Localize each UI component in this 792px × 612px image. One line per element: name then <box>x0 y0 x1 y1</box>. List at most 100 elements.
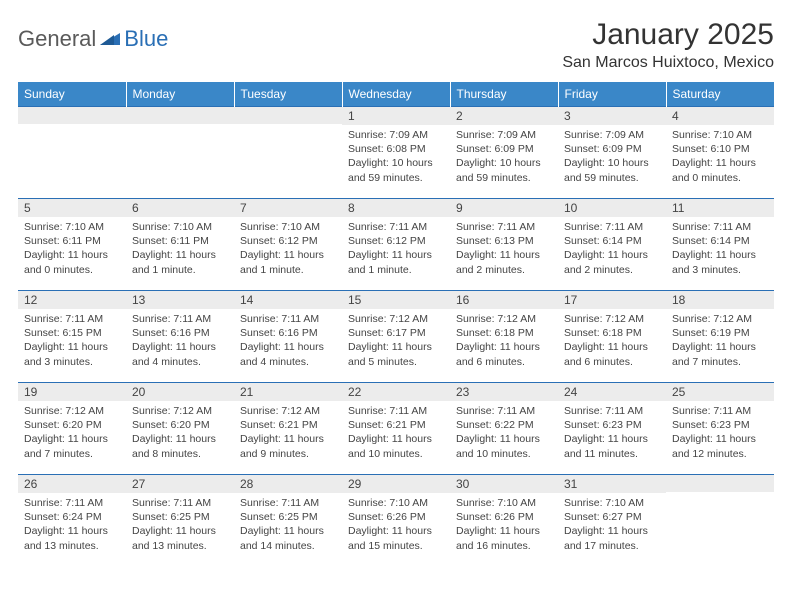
day-detail-line: Sunset: 6:18 PM <box>564 326 660 340</box>
day-detail-line: Sunrise: 7:10 AM <box>132 220 228 234</box>
day-detail-line: Daylight: 11 hours and 4 minutes. <box>240 340 336 368</box>
calendar-day-cell: 8Sunrise: 7:11 AMSunset: 6:12 PMDaylight… <box>342 199 450 291</box>
calendar-day-cell: 21Sunrise: 7:12 AMSunset: 6:21 PMDayligh… <box>234 383 342 475</box>
day-detail-line: Sunrise: 7:11 AM <box>348 404 444 418</box>
day-detail-line: Sunrise: 7:10 AM <box>240 220 336 234</box>
day-number <box>18 107 126 124</box>
day-detail-line: Sunrise: 7:11 AM <box>456 404 552 418</box>
day-detail <box>666 492 774 497</box>
day-detail-line: Daylight: 11 hours and 7 minutes. <box>24 432 120 460</box>
day-detail-line: Sunset: 6:11 PM <box>24 234 120 248</box>
day-detail-line: Sunrise: 7:11 AM <box>132 312 228 326</box>
month-title: January 2025 <box>562 18 774 52</box>
day-number: 11 <box>666 199 774 217</box>
day-detail-line: Sunset: 6:14 PM <box>672 234 768 248</box>
day-detail-line: Daylight: 11 hours and 10 minutes. <box>456 432 552 460</box>
day-detail-line: Daylight: 11 hours and 0 minutes. <box>24 248 120 276</box>
day-detail-line: Sunrise: 7:10 AM <box>672 128 768 142</box>
day-detail-line: Sunrise: 7:11 AM <box>456 220 552 234</box>
day-number: 5 <box>18 199 126 217</box>
day-detail: Sunrise: 7:10 AMSunset: 6:11 PMDaylight:… <box>126 217 234 279</box>
calendar-day-cell: 6Sunrise: 7:10 AMSunset: 6:11 PMDaylight… <box>126 199 234 291</box>
title-block: January 2025 San Marcos Huixtoco, Mexico <box>562 18 774 72</box>
day-detail-line: Sunrise: 7:10 AM <box>348 496 444 510</box>
weekday-header: Thursday <box>450 82 558 107</box>
day-number <box>126 107 234 124</box>
logo-triangle-icon <box>100 29 120 50</box>
day-detail-line: Daylight: 11 hours and 17 minutes. <box>564 524 660 552</box>
day-detail-line: Daylight: 10 hours and 59 minutes. <box>348 156 444 184</box>
day-number: 29 <box>342 475 450 493</box>
calendar-day-cell: 1Sunrise: 7:09 AMSunset: 6:08 PMDaylight… <box>342 107 450 199</box>
day-detail-line: Sunset: 6:23 PM <box>672 418 768 432</box>
day-detail-line: Sunrise: 7:11 AM <box>672 404 768 418</box>
weekday-header: Sunday <box>18 82 126 107</box>
day-detail: Sunrise: 7:11 AMSunset: 6:13 PMDaylight:… <box>450 217 558 279</box>
weekday-header: Wednesday <box>342 82 450 107</box>
day-detail-line: Daylight: 11 hours and 5 minutes. <box>348 340 444 368</box>
day-detail-line: Daylight: 11 hours and 3 minutes. <box>672 248 768 276</box>
day-number: 30 <box>450 475 558 493</box>
weekday-header: Tuesday <box>234 82 342 107</box>
day-detail: Sunrise: 7:11 AMSunset: 6:23 PMDaylight:… <box>666 401 774 463</box>
day-number: 6 <box>126 199 234 217</box>
day-detail-line: Sunrise: 7:11 AM <box>564 220 660 234</box>
day-detail-line: Daylight: 11 hours and 8 minutes. <box>132 432 228 460</box>
day-detail-line: Sunrise: 7:10 AM <box>564 496 660 510</box>
calendar-day-cell: 25Sunrise: 7:11 AMSunset: 6:23 PMDayligh… <box>666 383 774 475</box>
day-number: 21 <box>234 383 342 401</box>
day-number: 28 <box>234 475 342 493</box>
day-detail: Sunrise: 7:11 AMSunset: 6:23 PMDaylight:… <box>558 401 666 463</box>
day-detail: Sunrise: 7:12 AMSunset: 6:20 PMDaylight:… <box>18 401 126 463</box>
day-detail-line: Sunset: 6:09 PM <box>456 142 552 156</box>
calendar-day-cell: 24Sunrise: 7:11 AMSunset: 6:23 PMDayligh… <box>558 383 666 475</box>
calendar-day-cell: 9Sunrise: 7:11 AMSunset: 6:13 PMDaylight… <box>450 199 558 291</box>
day-detail-line: Sunrise: 7:12 AM <box>240 404 336 418</box>
day-detail-line: Sunrise: 7:12 AM <box>456 312 552 326</box>
day-detail-line: Sunrise: 7:09 AM <box>348 128 444 142</box>
day-detail-line: Sunrise: 7:11 AM <box>132 496 228 510</box>
day-detail-line: Sunrise: 7:12 AM <box>24 404 120 418</box>
logo: General Blue <box>18 18 168 52</box>
day-detail-line: Sunrise: 7:12 AM <box>672 312 768 326</box>
day-detail-line: Sunset: 6:12 PM <box>348 234 444 248</box>
day-number: 20 <box>126 383 234 401</box>
day-number: 15 <box>342 291 450 309</box>
day-detail: Sunrise: 7:11 AMSunset: 6:16 PMDaylight:… <box>126 309 234 371</box>
day-detail-line: Sunrise: 7:12 AM <box>132 404 228 418</box>
day-number: 13 <box>126 291 234 309</box>
day-detail-line: Sunset: 6:20 PM <box>24 418 120 432</box>
location: San Marcos Huixtoco, Mexico <box>562 54 774 72</box>
calendar-week-row: 5Sunrise: 7:10 AMSunset: 6:11 PMDaylight… <box>18 199 774 291</box>
day-detail-line: Daylight: 10 hours and 59 minutes. <box>456 156 552 184</box>
day-detail-line: Daylight: 11 hours and 14 minutes. <box>240 524 336 552</box>
day-number: 16 <box>450 291 558 309</box>
calendar-table: Sunday Monday Tuesday Wednesday Thursday… <box>18 82 774 567</box>
day-detail: Sunrise: 7:10 AMSunset: 6:10 PMDaylight:… <box>666 125 774 187</box>
calendar-day-cell <box>126 107 234 199</box>
day-detail-line: Sunset: 6:26 PM <box>456 510 552 524</box>
day-detail-line: Sunset: 6:14 PM <box>564 234 660 248</box>
day-detail-line: Sunset: 6:21 PM <box>348 418 444 432</box>
day-detail-line: Daylight: 10 hours and 59 minutes. <box>564 156 660 184</box>
day-number: 17 <box>558 291 666 309</box>
weekday-header: Friday <box>558 82 666 107</box>
calendar-day-cell: 12Sunrise: 7:11 AMSunset: 6:15 PMDayligh… <box>18 291 126 383</box>
day-detail-line: Sunset: 6:09 PM <box>564 142 660 156</box>
day-detail-line: Sunrise: 7:12 AM <box>564 312 660 326</box>
calendar-day-cell <box>666 475 774 567</box>
calendar-day-cell: 19Sunrise: 7:12 AMSunset: 6:20 PMDayligh… <box>18 383 126 475</box>
day-detail-line: Sunset: 6:27 PM <box>564 510 660 524</box>
day-number: 18 <box>666 291 774 309</box>
day-number: 4 <box>666 107 774 125</box>
day-number: 8 <box>342 199 450 217</box>
day-detail-line: Daylight: 11 hours and 4 minutes. <box>132 340 228 368</box>
day-detail-line: Daylight: 11 hours and 7 minutes. <box>672 340 768 368</box>
calendar-day-cell: 14Sunrise: 7:11 AMSunset: 6:16 PMDayligh… <box>234 291 342 383</box>
day-detail-line: Sunset: 6:16 PM <box>132 326 228 340</box>
day-detail-line: Sunset: 6:25 PM <box>240 510 336 524</box>
day-detail <box>126 124 234 129</box>
calendar-day-cell: 11Sunrise: 7:11 AMSunset: 6:14 PMDayligh… <box>666 199 774 291</box>
calendar-day-cell <box>234 107 342 199</box>
day-detail-line: Daylight: 11 hours and 2 minutes. <box>456 248 552 276</box>
